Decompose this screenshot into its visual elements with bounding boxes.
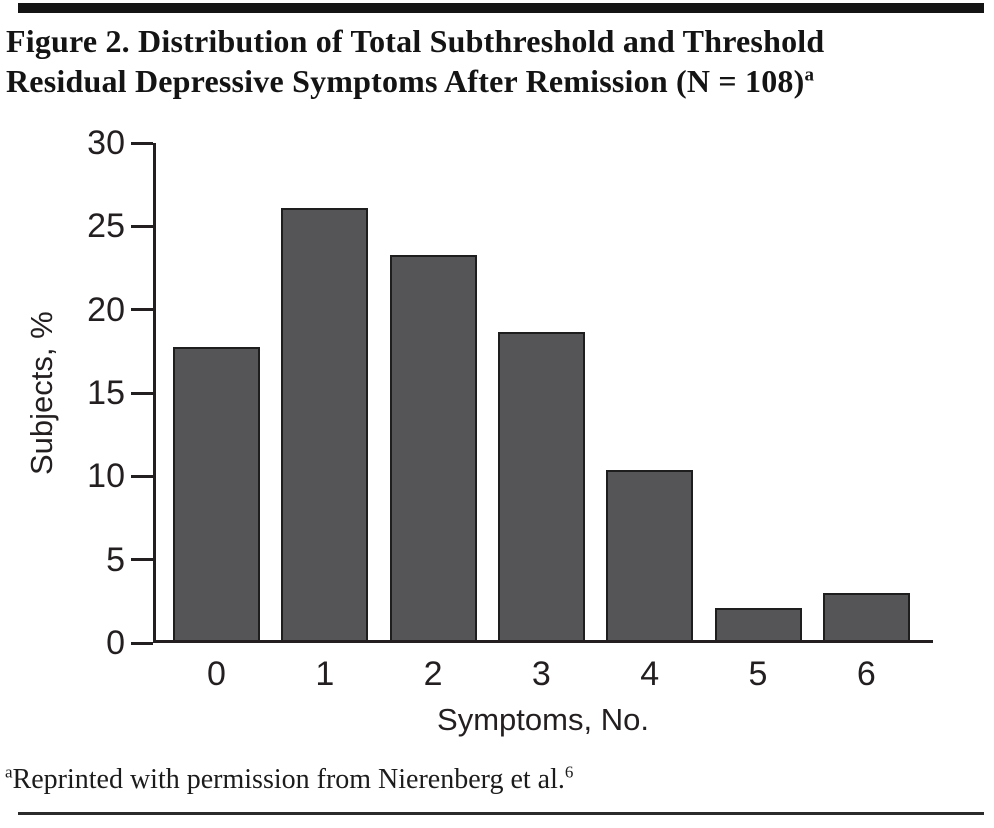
y-tick-label: 30 xyxy=(87,124,125,162)
figure-title-line2: Residual Depressive Symptoms After Remis… xyxy=(6,61,824,101)
bar-symptoms-1 xyxy=(281,208,369,640)
y-tick-mark xyxy=(131,474,153,478)
y-tick-label: 5 xyxy=(106,540,125,579)
y-tick-label: 15 xyxy=(87,374,125,412)
bottom-rule xyxy=(18,812,984,815)
bar-symptoms-2 xyxy=(389,255,477,640)
top-rule xyxy=(18,3,984,13)
x-tick-label: 4 xyxy=(640,655,660,693)
footnote-text: Reprinted with permission from Nierenber… xyxy=(12,764,565,795)
x-tick-label: 6 xyxy=(856,655,876,693)
y-tick-label: 10 xyxy=(87,457,125,496)
footnote-marker-superscript: a xyxy=(804,64,815,86)
x-axis-label: Symptoms, No. xyxy=(437,702,649,737)
x-tick-label: 3 xyxy=(531,655,551,693)
figure-title-line2-text: Residual Depressive Symptoms After Remis… xyxy=(6,63,805,99)
x-tick-label: 1 xyxy=(315,655,335,693)
bar-symptoms-0 xyxy=(173,346,260,640)
footnote-reference-number: 6 xyxy=(564,762,574,782)
y-tick-mark xyxy=(131,224,153,228)
bar-symptoms-6 xyxy=(822,593,910,640)
y-tick-label: 0 xyxy=(106,624,125,662)
figure-title-line1: Figure 2. Distribution of Total Subthres… xyxy=(6,23,825,59)
y-tick-mark xyxy=(131,558,153,562)
y-tick-mark xyxy=(131,141,153,145)
y-tick-label: 20 xyxy=(87,290,125,329)
bar-symptoms-3 xyxy=(497,331,585,640)
footnote-marker: a xyxy=(5,762,13,782)
plot-area: 0 5 10 15 20 25 30 0 1 2 3 4 5 6 xyxy=(87,124,933,693)
x-tick-label: 2 xyxy=(423,655,443,693)
bar-symptoms-5 xyxy=(714,608,802,640)
footnote: aReprinted with permission from Nierenbe… xyxy=(5,764,573,796)
bar-symptoms-4 xyxy=(606,470,694,640)
y-tick-label: 25 xyxy=(87,207,125,246)
figure-title: Figure 2. Distribution of Total Subthres… xyxy=(6,21,824,101)
y-tick-mark xyxy=(131,641,153,645)
x-tick-label: 0 xyxy=(207,655,226,693)
y-tick-mark xyxy=(131,391,153,395)
y-tick-mark xyxy=(131,308,153,312)
x-tick-label: 5 xyxy=(748,655,768,693)
